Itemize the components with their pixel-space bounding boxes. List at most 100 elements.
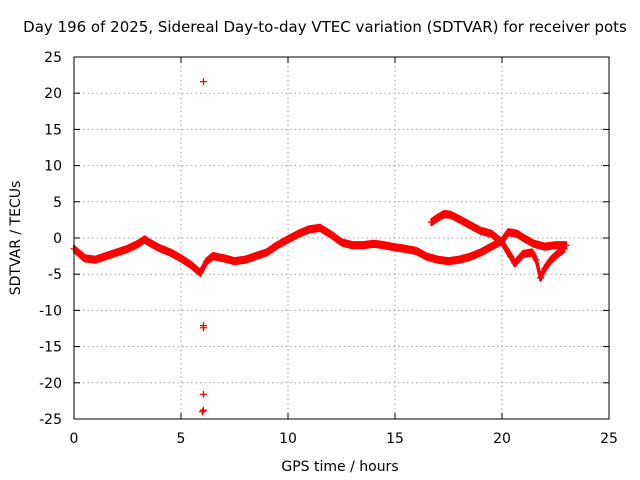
data-point bbox=[124, 245, 131, 253]
data-point bbox=[134, 240, 142, 248]
data-point bbox=[530, 240, 538, 248]
data-point bbox=[220, 254, 228, 262]
data-point bbox=[284, 235, 292, 243]
data-point bbox=[263, 248, 271, 256]
data-point bbox=[166, 248, 174, 256]
data-point bbox=[273, 241, 281, 249]
data-point bbox=[198, 408, 206, 416]
data-point bbox=[519, 250, 527, 258]
data-point bbox=[434, 256, 442, 264]
data-point bbox=[427, 218, 435, 226]
data-point bbox=[188, 262, 196, 270]
series-trace bbox=[72, 223, 568, 271]
data-point bbox=[209, 252, 217, 260]
y-tick-label: 5 bbox=[53, 195, 62, 211]
data-point bbox=[370, 240, 378, 248]
data-point bbox=[532, 256, 540, 264]
data-point bbox=[547, 256, 555, 264]
data-point bbox=[487, 230, 495, 238]
data-point bbox=[252, 252, 260, 260]
data-point bbox=[552, 241, 559, 249]
data-point bbox=[477, 227, 485, 235]
data-point bbox=[507, 252, 515, 260]
data-point bbox=[145, 238, 153, 246]
data-point bbox=[423, 253, 431, 261]
data-point bbox=[455, 215, 463, 223]
data-point bbox=[141, 235, 149, 243]
y-tick-label: -20 bbox=[39, 376, 62, 392]
data-point bbox=[447, 211, 455, 219]
y-tick-label: 20 bbox=[44, 86, 62, 102]
data-point bbox=[177, 254, 185, 262]
data-point bbox=[466, 221, 474, 229]
data-point bbox=[305, 225, 313, 233]
data-point bbox=[91, 256, 99, 264]
data-point bbox=[498, 238, 506, 246]
x-tick-label: 0 bbox=[70, 431, 79, 447]
data-point bbox=[466, 253, 474, 261]
x-tick-label: 10 bbox=[279, 431, 297, 447]
data-point bbox=[338, 238, 345, 246]
data-point bbox=[199, 78, 207, 86]
y-tick-label: -25 bbox=[39, 412, 62, 428]
data-point bbox=[199, 406, 207, 414]
x-tick-label: 25 bbox=[600, 431, 618, 447]
x-axis-label: GPS time / hours bbox=[281, 459, 398, 475]
data-point bbox=[477, 248, 485, 256]
data-point bbox=[528, 248, 536, 256]
y-tick-label: -5 bbox=[48, 267, 62, 283]
series-trace bbox=[72, 229, 568, 277]
data-point bbox=[113, 248, 121, 256]
data-point bbox=[231, 257, 238, 265]
data-point bbox=[434, 214, 442, 222]
data-point bbox=[412, 247, 420, 255]
x-tick-label: 5 bbox=[177, 431, 186, 447]
y-tick-label: 10 bbox=[44, 159, 62, 175]
data-point bbox=[541, 264, 549, 272]
data-point bbox=[504, 228, 512, 236]
x-tick-label: 20 bbox=[493, 431, 511, 447]
data-point bbox=[513, 230, 521, 238]
y-tick-label: 0 bbox=[53, 231, 62, 247]
data-point bbox=[445, 257, 452, 265]
data-point bbox=[199, 390, 207, 398]
data-point bbox=[560, 245, 568, 253]
x-tick-label: 15 bbox=[386, 431, 404, 447]
series-trace bbox=[72, 226, 568, 274]
data-point bbox=[541, 243, 549, 251]
data-point bbox=[391, 243, 399, 251]
y-tick-label: 15 bbox=[44, 122, 62, 138]
series-side-branch bbox=[427, 210, 568, 282]
axis-ticks: 0 5 10 15 20 25 -25 -20 -15 -10 -5 0 5 10 15 20 25 bbox=[39, 50, 618, 447]
y-tick-label: -15 bbox=[39, 340, 62, 356]
data-point bbox=[359, 241, 367, 249]
data-point bbox=[199, 324, 207, 332]
data-point bbox=[440, 210, 448, 218]
data-point bbox=[196, 269, 204, 277]
data-point bbox=[102, 252, 110, 260]
chart-title: Day 196 of 2025, Sidereal Day-to-day VTE… bbox=[23, 18, 627, 36]
data-point bbox=[519, 234, 527, 242]
data-point bbox=[537, 274, 545, 282]
data-point bbox=[316, 224, 324, 232]
y-tick-label: 25 bbox=[44, 50, 62, 66]
series-outliers bbox=[198, 78, 207, 416]
y-axis-label: SDTVAR / TECUs bbox=[8, 181, 24, 296]
data-point bbox=[81, 254, 89, 262]
data-point bbox=[295, 230, 303, 238]
data-point bbox=[156, 244, 164, 252]
data-point bbox=[327, 230, 335, 238]
data-point bbox=[241, 256, 249, 264]
data-point bbox=[511, 259, 519, 267]
data-point bbox=[203, 257, 211, 265]
series-trace bbox=[72, 228, 568, 276]
data-point bbox=[455, 256, 463, 264]
data-point bbox=[487, 243, 495, 251]
y-tick-label: -10 bbox=[39, 303, 62, 319]
data-points bbox=[70, 78, 570, 416]
data-point bbox=[380, 241, 388, 249]
data-point bbox=[554, 250, 562, 258]
data-point bbox=[348, 241, 356, 249]
data-point bbox=[402, 245, 410, 253]
